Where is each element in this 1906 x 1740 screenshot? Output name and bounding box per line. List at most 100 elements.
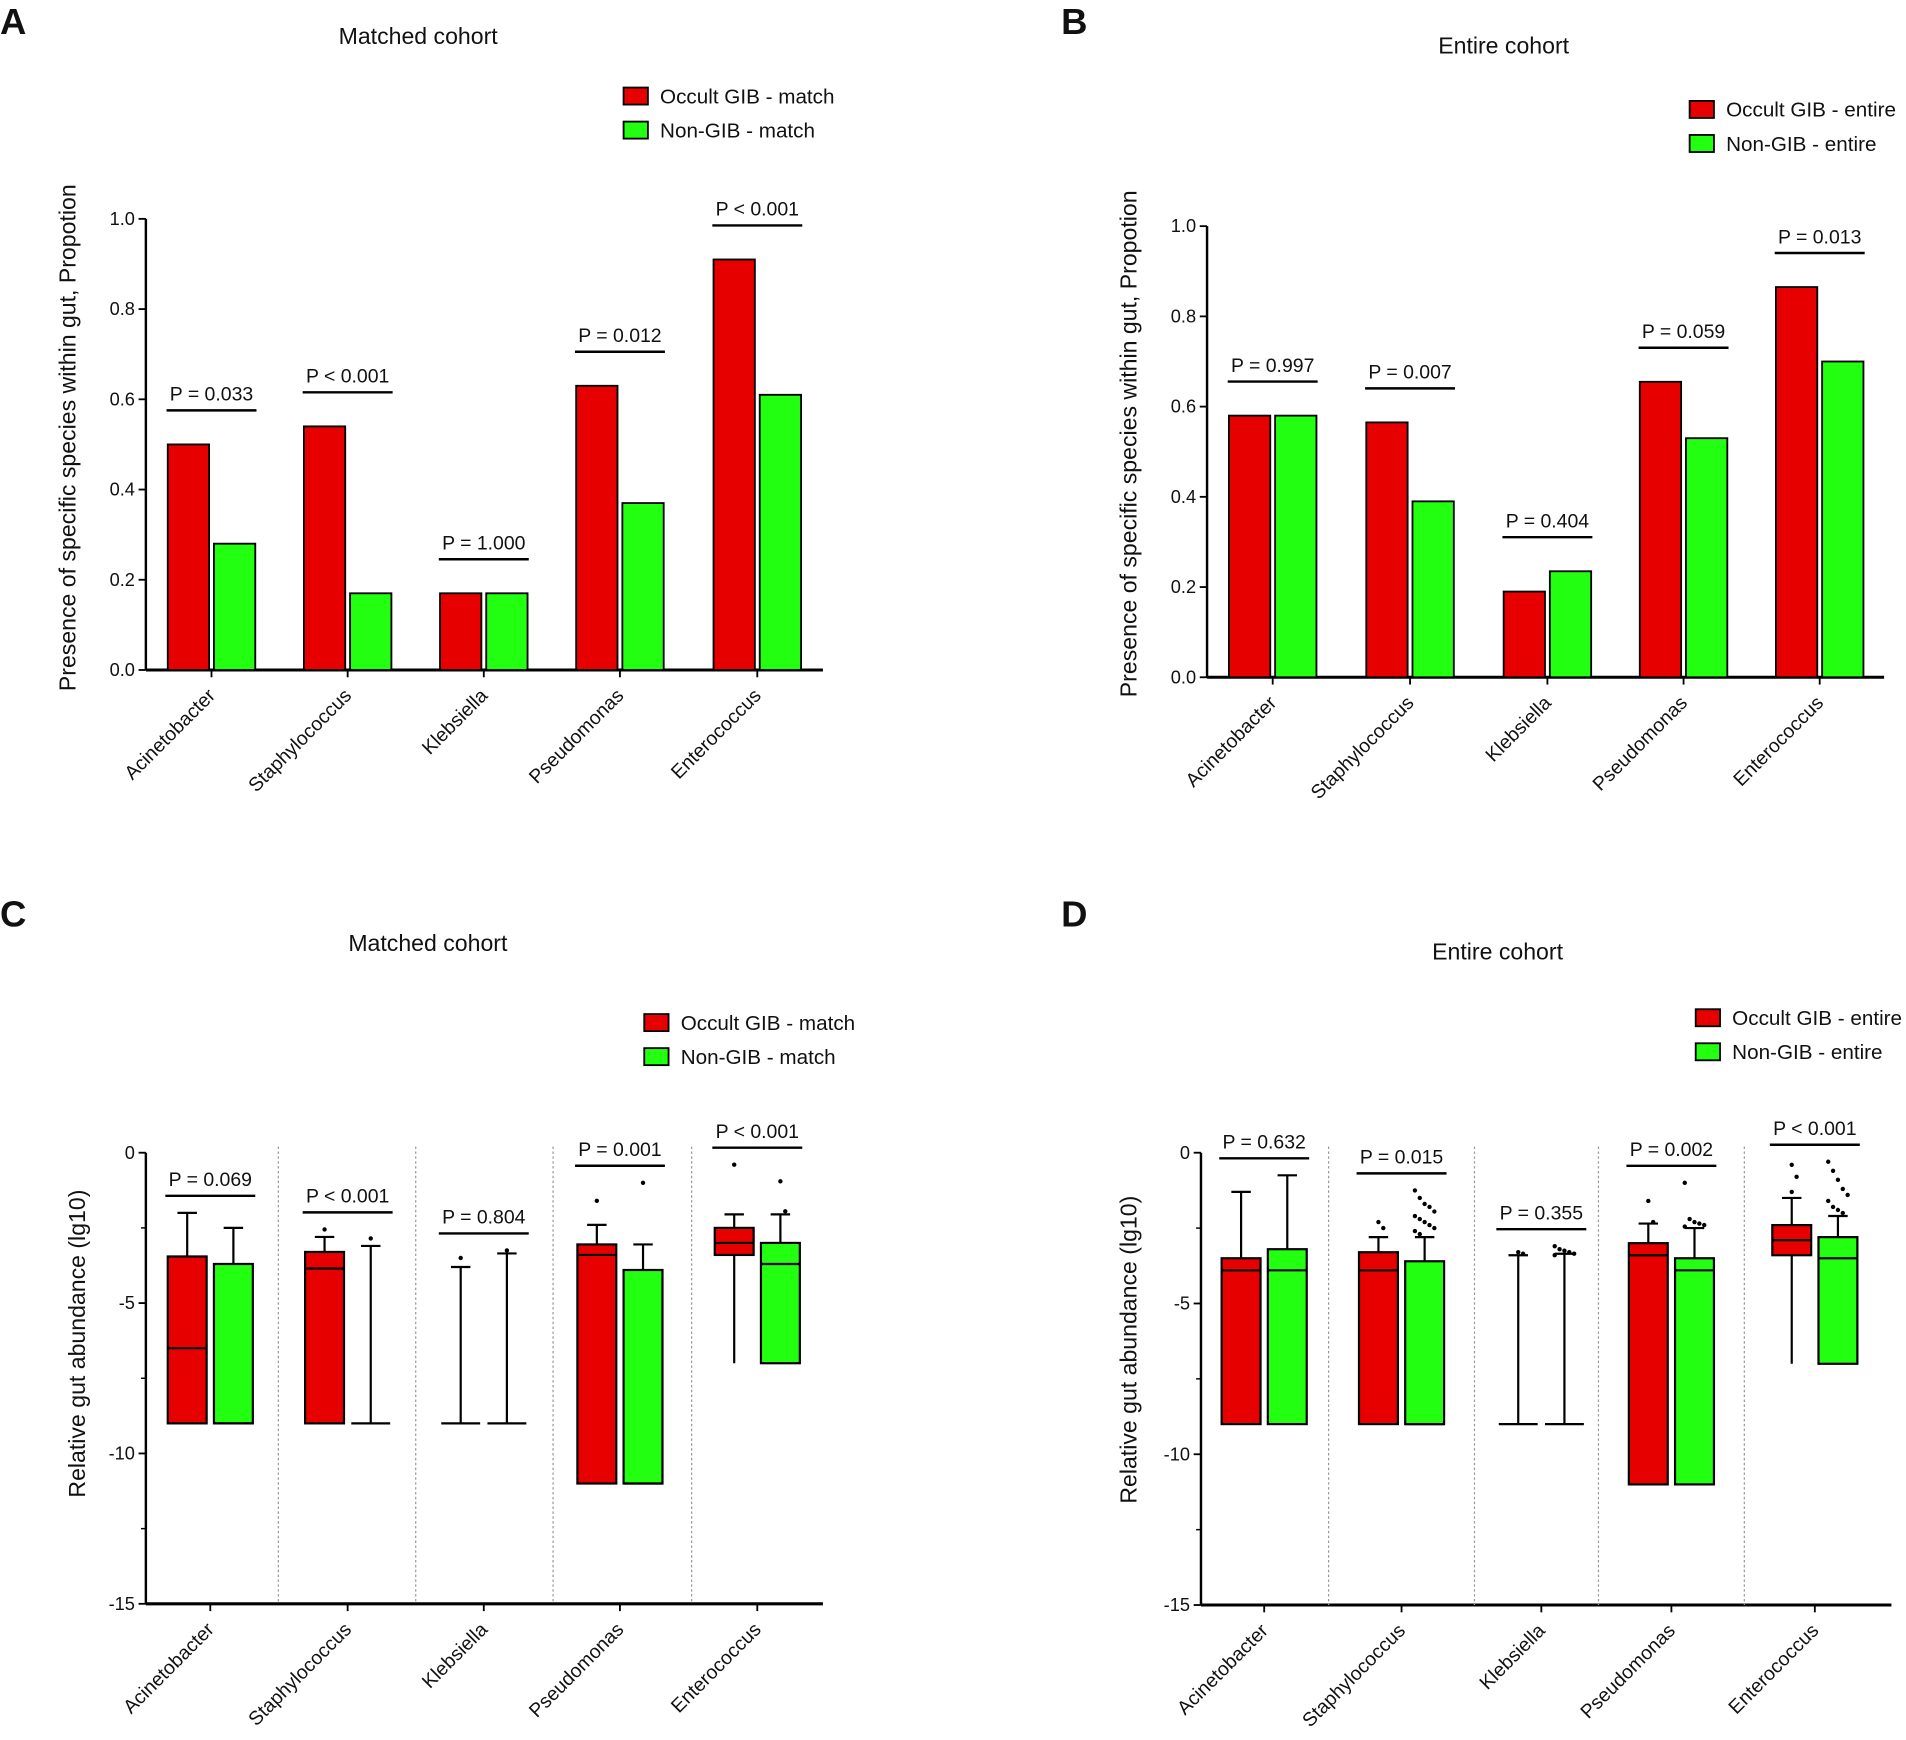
p-value-label: P = 0.804 bbox=[442, 1207, 526, 1229]
legend-label: Occult GIB - entire bbox=[1732, 1007, 1902, 1030]
box bbox=[1266, 1248, 1308, 1426]
box bbox=[166, 1255, 208, 1425]
bar bbox=[575, 384, 619, 671]
outlier-point bbox=[1687, 1216, 1692, 1222]
y-tick-label: 1.0 bbox=[110, 208, 135, 229]
box bbox=[1404, 1260, 1446, 1426]
outlier-point bbox=[458, 1255, 463, 1261]
outlier-point bbox=[732, 1162, 737, 1167]
y-axis-label: Presence of specific species within gut,… bbox=[54, 184, 80, 691]
bar bbox=[1365, 421, 1409, 679]
outlier-point bbox=[1650, 1219, 1656, 1225]
p-value-label: P = 1.000 bbox=[442, 533, 526, 555]
box bbox=[713, 1226, 755, 1257]
y-axis-label: Relative gut abundance (lg10) bbox=[64, 1190, 90, 1498]
outlier-point bbox=[1789, 1162, 1794, 1167]
bar bbox=[166, 443, 210, 671]
y-axis-label: Relative gut abundance (lg10) bbox=[1116, 1196, 1142, 1504]
outlier-point bbox=[1682, 1224, 1687, 1229]
x-tick-label: Enterococcus bbox=[1729, 692, 1828, 791]
outlier-point bbox=[594, 1198, 600, 1204]
legend-swatch bbox=[1688, 100, 1715, 119]
bar bbox=[712, 258, 756, 671]
legend-swatch bbox=[1688, 134, 1715, 153]
x-tick-label: Acinetobacter bbox=[1182, 692, 1282, 792]
outlier-point bbox=[1562, 1248, 1567, 1253]
p-value-label: P = 0.015 bbox=[1360, 1147, 1443, 1169]
x-tick-label: Staphylococcus bbox=[244, 1618, 356, 1730]
bar bbox=[1411, 500, 1455, 679]
outlier-point bbox=[1692, 1219, 1697, 1225]
panel-d: D Entire cohort Occult GIB - entire Non-GIB… bbox=[1061, 894, 1902, 1732]
x-tick-label: Staphylococcus bbox=[244, 685, 356, 797]
box bbox=[1627, 1242, 1669, 1486]
bar bbox=[349, 592, 393, 671]
x-tick-label: Klebsiella bbox=[1475, 1620, 1550, 1695]
p-value-label: P = 0.059 bbox=[1642, 321, 1725, 343]
p-value-label: P < 0.001 bbox=[306, 366, 389, 388]
legend-swatch bbox=[622, 86, 649, 106]
y-axis-label: Presence of specific species within gut,… bbox=[1116, 190, 1142, 697]
x-tick-label: Klebsiella bbox=[418, 1618, 493, 1693]
legend-swatch bbox=[643, 1013, 670, 1033]
y-tick-label: 0.8 bbox=[110, 298, 135, 319]
bar bbox=[1228, 414, 1272, 679]
p-value-label: P = 0.007 bbox=[1368, 362, 1451, 384]
p-value-label: P = 0.001 bbox=[578, 1139, 661, 1161]
y-tick-label: 0.2 bbox=[110, 569, 135, 590]
panel-b: B Entire cohort Occult GIB - entire Non-GIB… bbox=[1061, 1, 1896, 804]
x-tick-label: Acinetobacter bbox=[120, 684, 220, 784]
outlier-point bbox=[1432, 1225, 1437, 1231]
outlier-point bbox=[1412, 1188, 1418, 1193]
outlier-point bbox=[640, 1180, 646, 1185]
y-tick-label: 0 bbox=[125, 1142, 135, 1163]
y-tick-label: -15 bbox=[1164, 1594, 1190, 1615]
outlier-point bbox=[1432, 1209, 1437, 1214]
outlier-point bbox=[504, 1248, 510, 1253]
y-tick-label: 1.0 bbox=[1171, 215, 1196, 236]
bar bbox=[1638, 380, 1683, 679]
p-value-label: P < 0.001 bbox=[1773, 1118, 1856, 1140]
outlier-point bbox=[1417, 1231, 1422, 1237]
outlier-point bbox=[1552, 1243, 1557, 1249]
outlier-point bbox=[1826, 1159, 1831, 1164]
bar bbox=[302, 425, 347, 671]
outlier-point bbox=[322, 1227, 327, 1232]
chart-title: Entire cohort bbox=[1432, 938, 1563, 964]
box bbox=[1673, 1257, 1716, 1486]
outlier-point bbox=[1835, 1207, 1841, 1213]
x-tick-label: Acinetobacter bbox=[1173, 1619, 1273, 1719]
legend-label: Non-GIB - entire bbox=[1732, 1041, 1882, 1064]
outlier-point bbox=[1427, 1222, 1432, 1228]
chart-title: Matched cohort bbox=[339, 23, 499, 49]
legend-label: Occult GIB - match bbox=[660, 85, 834, 108]
bar bbox=[1685, 437, 1729, 679]
bar bbox=[439, 592, 483, 671]
p-value-label: P < 0.001 bbox=[306, 1186, 389, 1208]
p-value-label: P = 0.069 bbox=[169, 1169, 252, 1191]
bar bbox=[1821, 360, 1865, 679]
bar bbox=[213, 542, 257, 671]
chart-title: Entire cohort bbox=[1438, 32, 1569, 58]
legend-swatch bbox=[1694, 1008, 1721, 1028]
x-tick-label: Staphylococcus bbox=[1298, 1620, 1410, 1732]
bar bbox=[1274, 414, 1318, 679]
bar bbox=[758, 393, 802, 671]
bar bbox=[621, 502, 665, 671]
p-value-label: P = 0.012 bbox=[578, 325, 661, 347]
outlier-point bbox=[1412, 1213, 1418, 1219]
panel-letter: D bbox=[1061, 894, 1087, 935]
outlier-point bbox=[778, 1179, 783, 1184]
outlier-point bbox=[1682, 1180, 1687, 1186]
outlier-point bbox=[1646, 1198, 1651, 1204]
x-tick-label: Pseudomonas bbox=[1576, 1620, 1680, 1724]
y-tick-label: 0.8 bbox=[1171, 305, 1196, 326]
x-tick-label: Klebsiella bbox=[418, 685, 493, 760]
legend-label: Occult GIB - entire bbox=[1726, 99, 1896, 122]
outlier-point bbox=[1422, 1201, 1427, 1207]
legend-label: Non-GIB - entire bbox=[1726, 133, 1876, 156]
box bbox=[1220, 1257, 1262, 1426]
panel-letter: C bbox=[0, 894, 26, 935]
y-tick-label: -5 bbox=[119, 1292, 135, 1313]
